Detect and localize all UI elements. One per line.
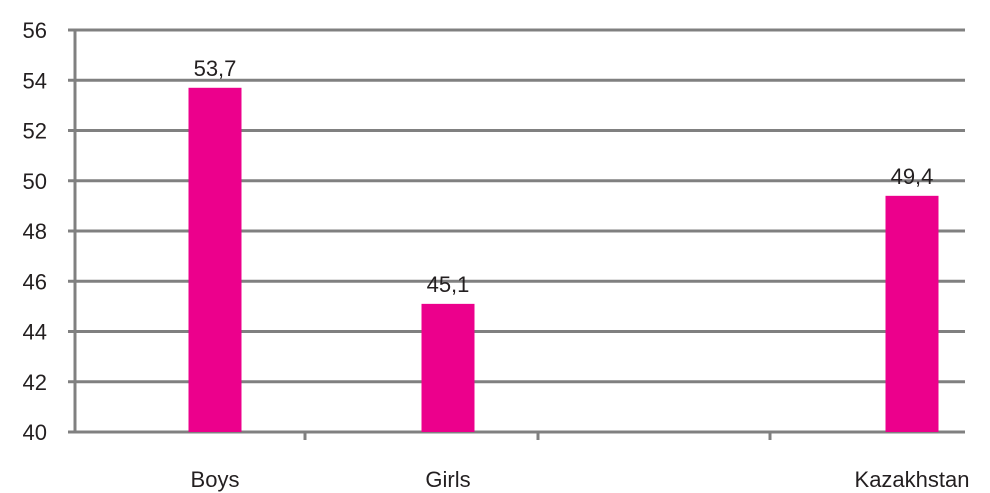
y-tick-label: 48 <box>23 219 47 244</box>
bars <box>188 87 939 432</box>
bar-boys <box>188 87 242 432</box>
y-tick-label: 52 <box>23 119 47 144</box>
y-tick-label: 54 <box>23 68 47 93</box>
y-tick-label: 42 <box>23 370 47 395</box>
category-label-kazakhstan: Kazakhstan <box>855 467 970 492</box>
bar-kazakhstan <box>885 195 939 432</box>
y-tick-label: 44 <box>23 320 47 345</box>
y-tick-label: 40 <box>23 420 47 445</box>
category-label-boys: Boys <box>191 467 240 492</box>
bar-girls <box>421 303 475 432</box>
data-label-kazakhstan: 49,4 <box>891 164 934 189</box>
data-label-girls: 45,1 <box>427 272 470 297</box>
data-label-boys: 53,7 <box>194 56 237 81</box>
labels: 40 42 44 46 48 50 52 54 56 53,7 Boys 45,1 Girls 49,4 K… <box>23 18 970 492</box>
category-label-girls: Girls <box>425 467 470 492</box>
y-tick-label: 56 <box>23 18 47 43</box>
y-tick-label: 50 <box>23 169 47 194</box>
y-tick-label: 46 <box>23 269 47 294</box>
